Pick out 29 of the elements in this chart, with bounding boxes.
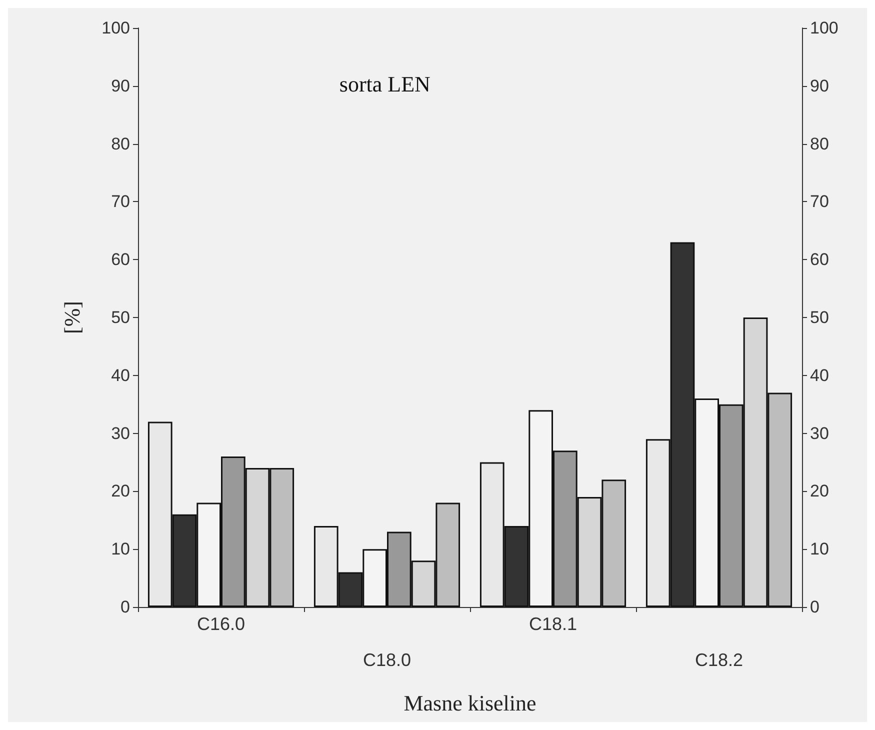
y2-tick-label: 90 [810, 76, 829, 96]
x-tick-label: C18.1 [528, 614, 578, 634]
y2-tick-label: 50 [810, 308, 829, 327]
y2-tick-label: 20 [810, 482, 829, 501]
y-axis-title: [%] [60, 301, 84, 334]
y-tick-label: 80 [111, 134, 130, 154]
x-tick-label: C16.0 [196, 614, 246, 634]
y-tick-label: 100 [102, 18, 130, 38]
text: sorta LEN [339, 72, 431, 96]
y-tick-label: 0 [120, 598, 130, 616]
y-tick-label: 30 [111, 424, 130, 443]
y2-tick-label: 30 [810, 424, 829, 443]
y2-tick-label: 40 [810, 366, 829, 385]
y2-tick-label: 80 [810, 134, 829, 154]
y2-tick-label: 10 [810, 540, 829, 559]
y-tick-label: 50 [111, 308, 130, 327]
x-tick-label: C18.2 [694, 650, 744, 670]
y2-tick-label: 60 [810, 250, 829, 270]
y-tick-label: 10 [111, 540, 130, 559]
y2-tick-label: 70 [810, 192, 829, 212]
y-tick-label: 70 [111, 192, 130, 212]
y-tick-label: 40 [111, 366, 130, 385]
x-tick-label: C18.0 [362, 650, 412, 670]
y-tick-label: 20 [111, 482, 130, 501]
x-axis-title: Masne kiseline [404, 690, 536, 716]
y-tick-label: 90 [111, 76, 130, 96]
y2-tick-label: 0 [810, 598, 820, 616]
y-tick-label: 60 [111, 250, 130, 270]
y2-tick-label: 100 [810, 18, 838, 38]
